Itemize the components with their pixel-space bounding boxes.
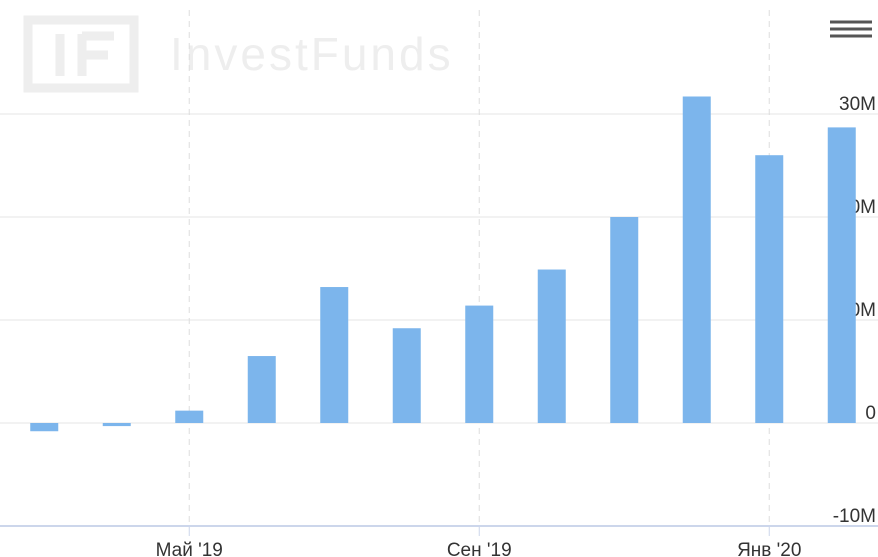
bar xyxy=(320,287,349,423)
bar xyxy=(175,410,204,423)
watermark: InvestFunds xyxy=(170,28,454,80)
bar xyxy=(465,305,494,423)
x-tick-label: Сен '19 xyxy=(447,540,512,557)
watermark-logo xyxy=(23,15,139,93)
bar xyxy=(537,269,566,423)
y-tick-label: 0 xyxy=(865,403,876,424)
x-tick-label: Май '19 xyxy=(156,540,223,557)
bar xyxy=(682,96,711,424)
x-tick-label: Янв '20 xyxy=(737,540,801,557)
y-tick-label: -10M xyxy=(833,506,876,527)
y-tick-label: 30M xyxy=(839,94,876,115)
bar xyxy=(30,423,59,432)
bar xyxy=(610,217,639,423)
bar xyxy=(392,328,421,423)
bar xyxy=(247,356,276,423)
bar xyxy=(827,127,856,423)
bar xyxy=(102,423,131,427)
bar xyxy=(755,155,784,423)
menu-button[interactable] xyxy=(830,20,872,38)
